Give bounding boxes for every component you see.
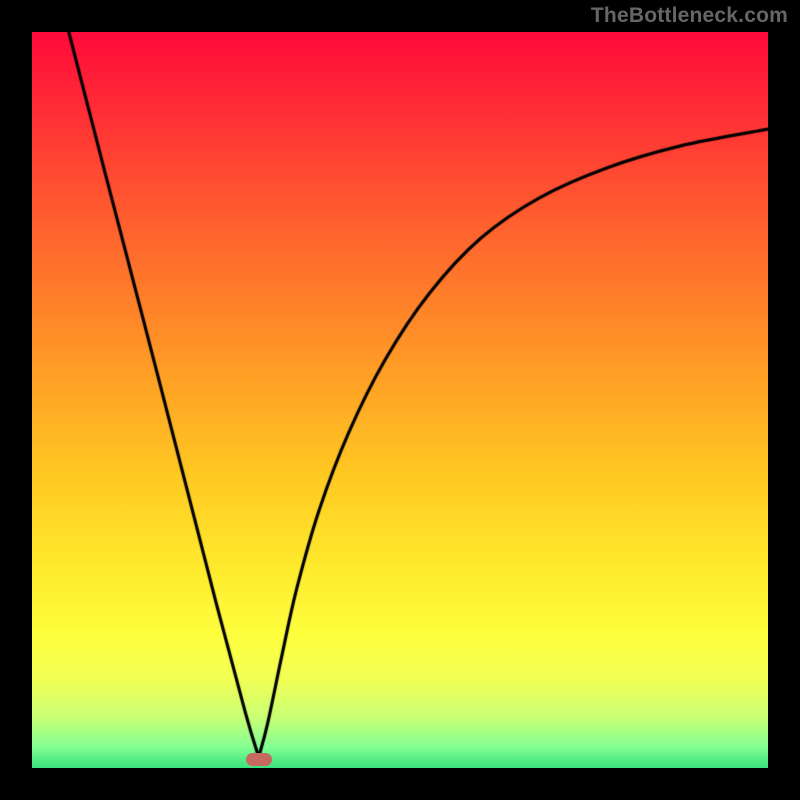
watermark-text: TheBottleneck.com [591,4,788,28]
chart-container: TheBottleneck.com [0,0,800,800]
optimal-point-marker [246,753,272,766]
bottleneck-curve [32,32,768,768]
plot-area [32,32,768,768]
